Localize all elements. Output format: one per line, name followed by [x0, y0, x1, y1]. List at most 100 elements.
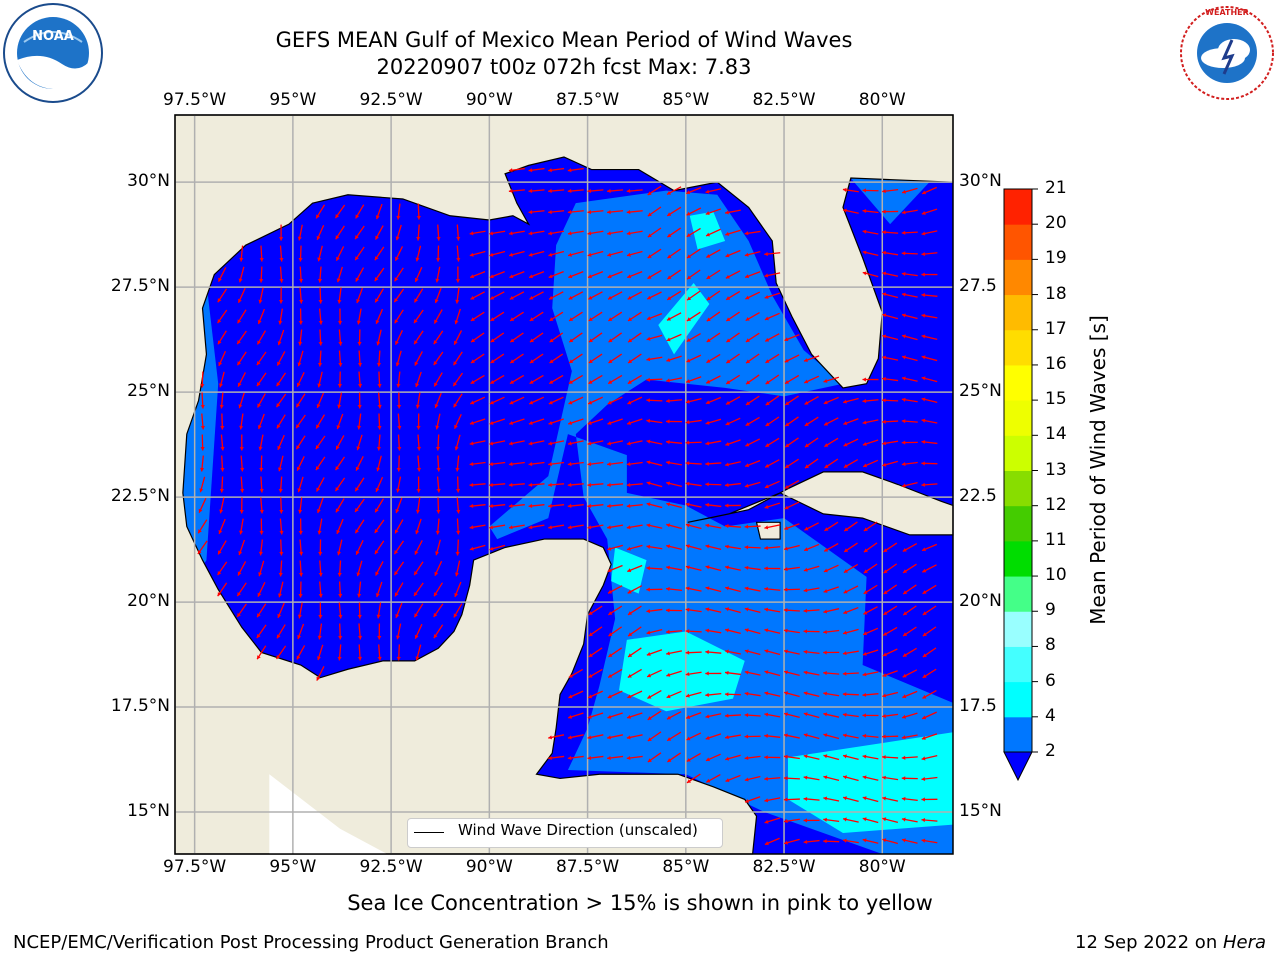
- noaa-logo: NOAA: [3, 3, 103, 103]
- wave-arrowhead: [356, 446, 361, 451]
- wave-arrowhead: [685, 650, 690, 655]
- wave-arrowhead: [862, 796, 867, 801]
- colorbar-tick-label: 12: [1045, 494, 1067, 515]
- wave-arrowhead: [510, 317, 515, 321]
- wave-arrowhead: [278, 572, 283, 577]
- wave-arrowhead: [455, 551, 460, 556]
- wave-arrowhead: [725, 778, 730, 783]
- wave-arrowhead: [882, 230, 886, 235]
- wave-arrowhead: [277, 445, 282, 450]
- wave-arrowhead: [567, 755, 572, 761]
- wave-arrowhead: [862, 692, 867, 697]
- wave-arrowhead: [278, 593, 283, 598]
- wave-arrowhead: [356, 572, 361, 577]
- wave-arrowhead: [276, 655, 281, 660]
- wave-arrowhead: [470, 317, 475, 321]
- lat-tick-label: 22.5°N: [110, 486, 170, 507]
- wave-arrowhead: [436, 488, 441, 493]
- wave-arrowhead: [217, 319, 222, 324]
- wave-arrowhead: [198, 508, 203, 513]
- colorbar-label: Mean Period of Wind Waves [s]: [1086, 315, 1110, 625]
- lon-tick-label: 90°W: [465, 90, 513, 110]
- wave-arrowhead: [901, 817, 906, 822]
- colorbar-segment: [1004, 294, 1032, 331]
- wave-arrowhead: [377, 383, 382, 388]
- lon-tick-label: 90°W: [465, 857, 513, 877]
- wave-arrowhead: [745, 295, 750, 300]
- wave-arrowhead: [783, 819, 788, 824]
- wave-arrowhead: [508, 482, 513, 487]
- wave-arrowhead: [317, 278, 323, 283]
- wave-arrowhead: [509, 252, 513, 257]
- wave-arrowhead: [882, 334, 887, 339]
- wave-arrowhead: [862, 271, 867, 276]
- wave-arrowhead: [646, 336, 651, 341]
- wave-arrowhead: [804, 526, 809, 531]
- wave-arrowhead: [436, 467, 441, 472]
- wave-arrowhead: [803, 775, 808, 780]
- wave-arrowhead: [588, 380, 593, 384]
- wave-arrowhead: [627, 546, 631, 551]
- wave-arrowhead: [357, 656, 363, 661]
- wave-arrowhead: [922, 590, 927, 594]
- wave-arrowhead: [568, 694, 573, 699]
- wave-arrowhead: [744, 252, 749, 257]
- wave-arrowhead: [706, 359, 711, 363]
- wave-arrowhead: [568, 295, 573, 300]
- wave-arrowhead: [588, 359, 593, 364]
- wave-arrowhead: [259, 258, 264, 262]
- wave-arrowhead: [414, 634, 419, 639]
- wave-arrowhead: [357, 614, 362, 619]
- wave-arrowhead: [607, 755, 611, 761]
- wave-arrowhead: [297, 362, 302, 367]
- wave-arrowhead: [588, 673, 593, 678]
- wave-arrowhead: [646, 316, 651, 321]
- wave-arrowhead: [862, 817, 867, 822]
- wave-arrowhead: [433, 340, 438, 345]
- wave-arrowhead: [764, 691, 769, 696]
- wave-arrowhead: [548, 503, 552, 509]
- colorbar-segment: [1004, 646, 1032, 683]
- wave-arrowhead: [529, 400, 534, 405]
- wave-arrowhead: [279, 551, 284, 556]
- lat-tick-label: 15°N: [127, 801, 170, 821]
- wave-arrowhead: [843, 208, 847, 213]
- wave-arrowhead: [764, 607, 769, 612]
- wave-arrowhead: [882, 209, 886, 214]
- wave-arrowhead: [337, 384, 342, 388]
- wave-arrowhead: [355, 256, 359, 261]
- legend-label: Wind Wave Direction (unscaled): [458, 821, 698, 839]
- wave-arrowhead: [374, 277, 379, 282]
- lat-tick-label: 30°N: [127, 171, 170, 192]
- wave-arrowhead: [922, 568, 927, 573]
- wave-arrowhead: [607, 231, 611, 236]
- wave-arrowhead: [803, 567, 808, 572]
- wave-arrowhead: [239, 510, 244, 514]
- wave-arrowhead: [588, 653, 593, 657]
- wave-arrowhead: [803, 733, 808, 738]
- wave-arrowhead: [902, 653, 907, 657]
- wave-arrowhead: [607, 209, 611, 215]
- wave-arrowhead: [626, 735, 631, 740]
- wave-arrowhead: [882, 652, 887, 657]
- wave-arrowhead: [784, 712, 788, 717]
- wave-arrowhead: [803, 358, 808, 362]
- wave-arrowhead: [337, 299, 342, 304]
- wave-arrowhead: [844, 548, 849, 552]
- wave-arrowhead: [567, 209, 572, 215]
- wave-arrowhead: [882, 419, 886, 424]
- wave-arrowhead: [376, 362, 382, 367]
- wave-arrowhead: [784, 484, 789, 489]
- wave-arrowhead: [434, 592, 438, 597]
- wave-arrowhead: [357, 425, 362, 430]
- wave-arrowhead: [922, 715, 927, 720]
- wave-arrowhead: [705, 565, 710, 570]
- wave-arrowhead: [803, 712, 808, 717]
- wave-arrowhead: [456, 257, 461, 262]
- lat-tick-label-right: 22.5: [959, 486, 997, 507]
- wave-arrowhead: [508, 188, 513, 194]
- wave-arrowhead: [626, 188, 631, 194]
- wave-arrowhead: [434, 382, 438, 387]
- colorbar-tick-label: 20: [1045, 213, 1067, 234]
- wave-arrowhead: [666, 565, 670, 570]
